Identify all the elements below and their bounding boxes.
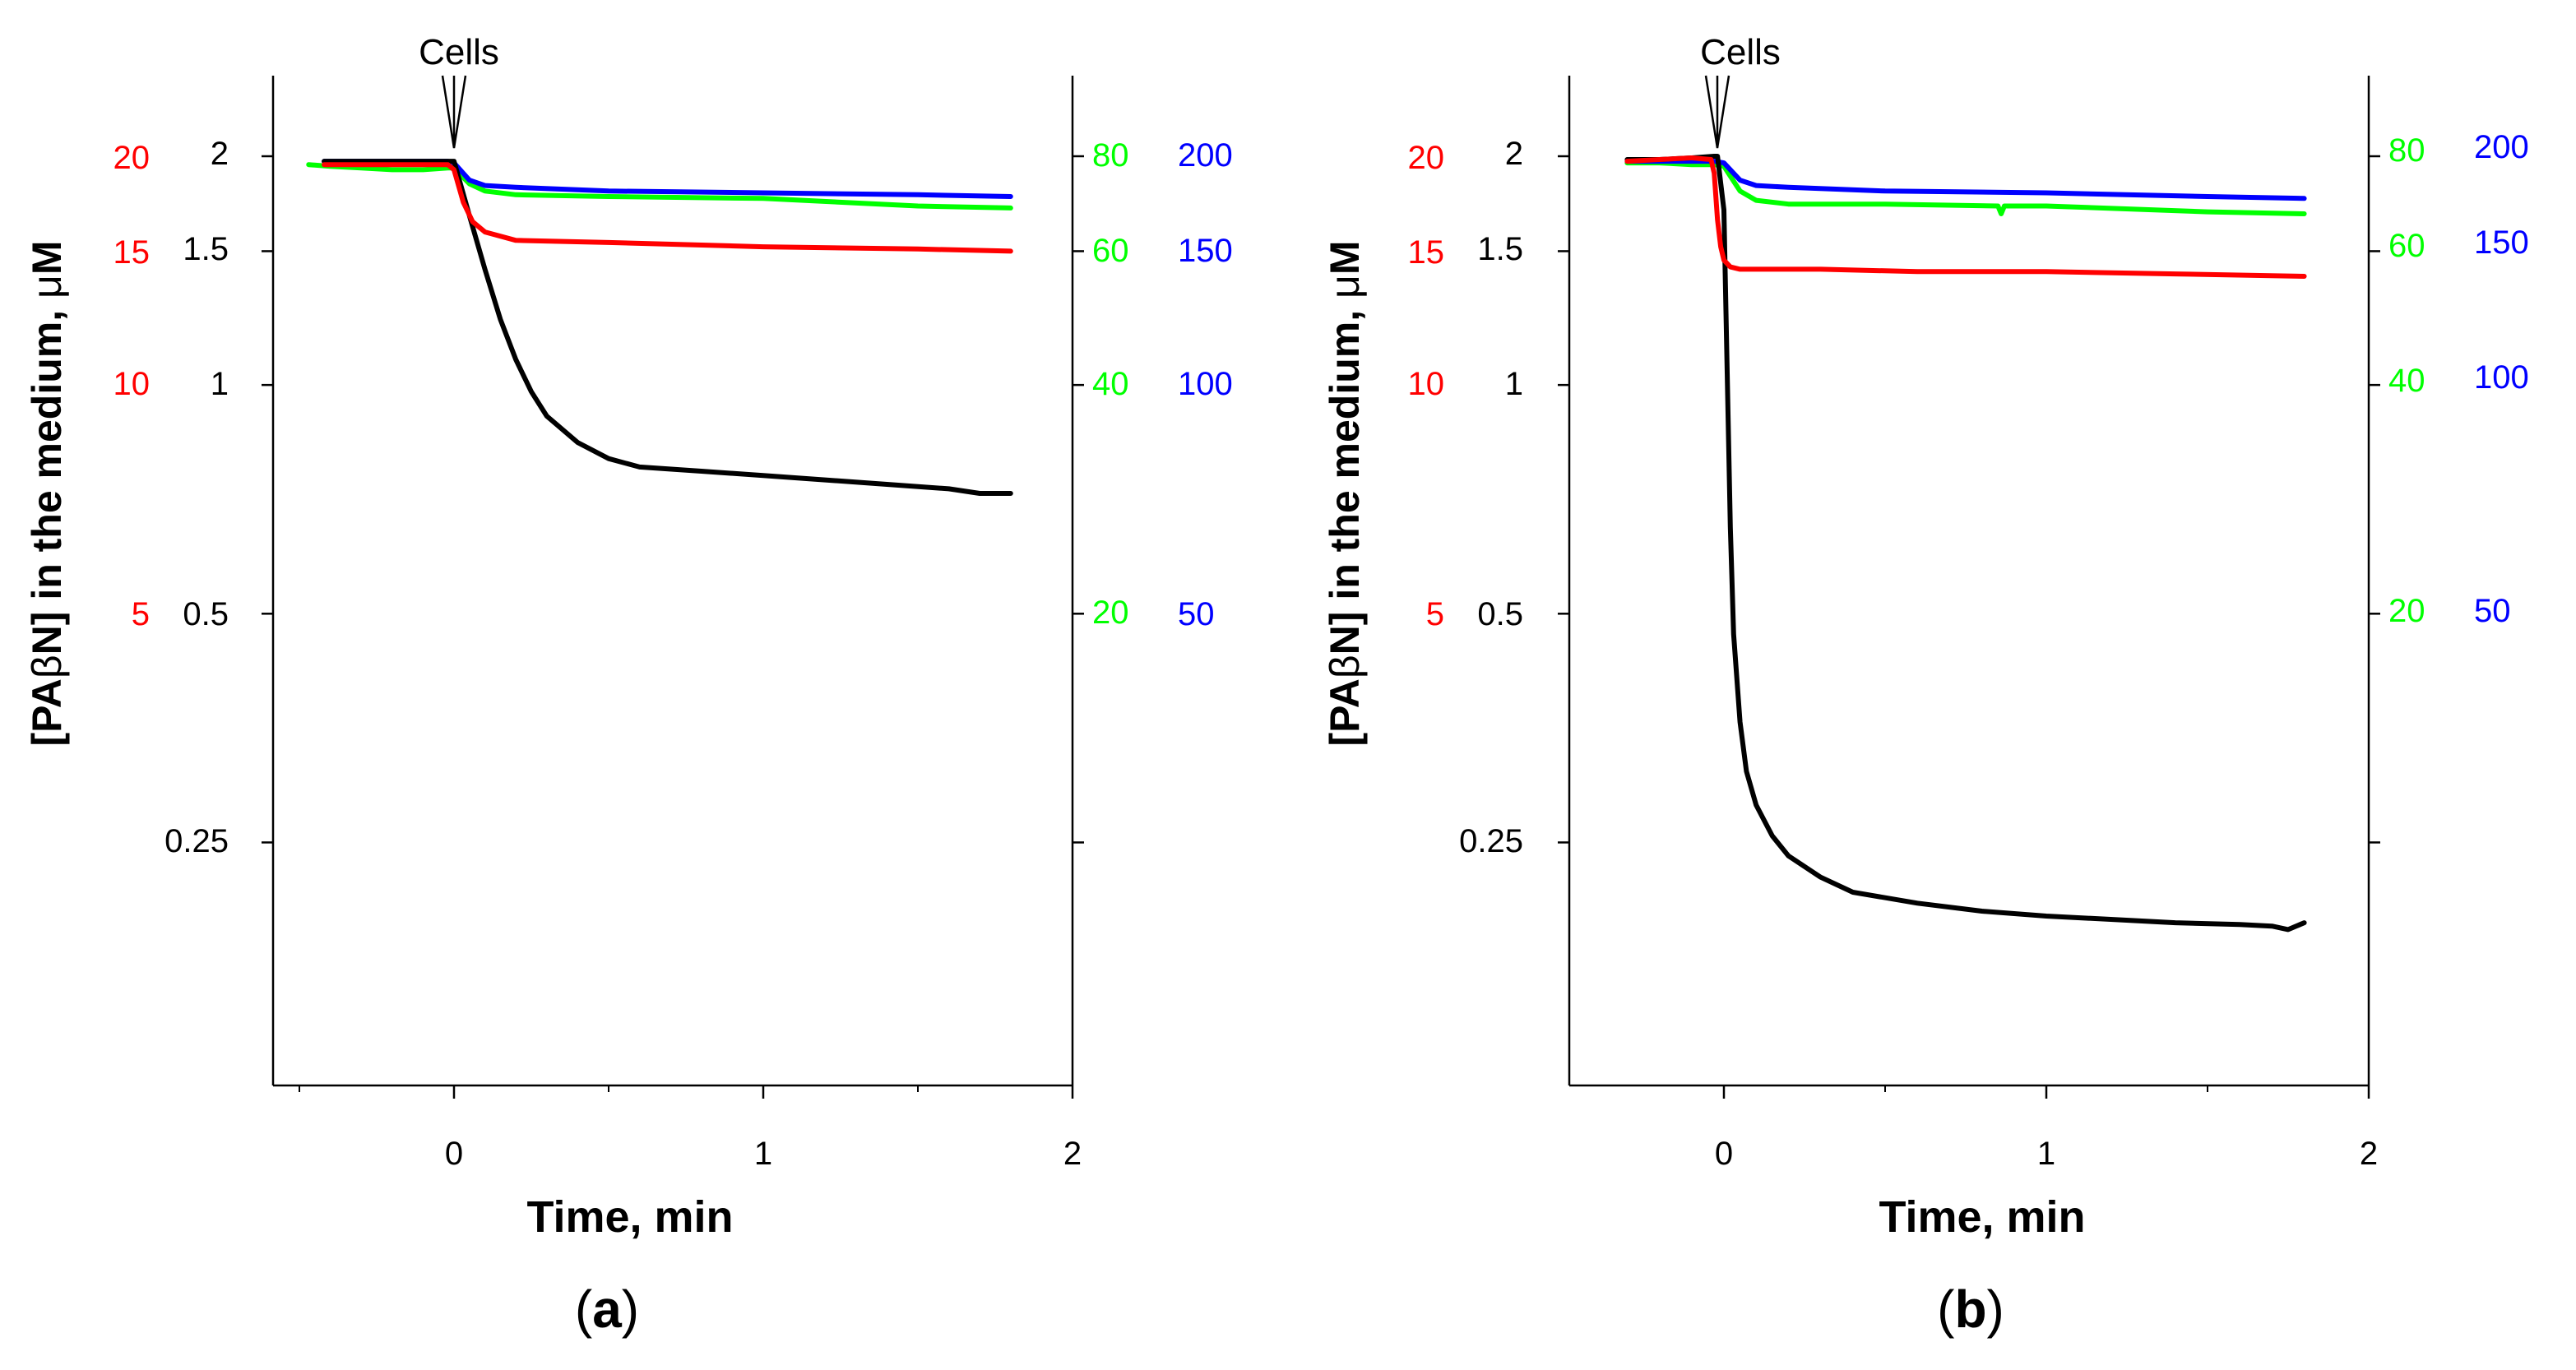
panel-b-blue-tick-100: 100: [2474, 359, 2529, 396]
panel-b-cells-annotation: Cells: [1700, 32, 1781, 72]
panel-a-x-tick-0: 0: [445, 1136, 463, 1172]
panel-b-series-black: [1624, 154, 2307, 933]
panel-b-blue-tick-50: 50: [2474, 593, 2511, 629]
panel-a-red-tick-20: 20: [114, 140, 151, 176]
panel-b-blue-tick-200: 200: [2474, 129, 2529, 165]
panel-b-green-tick-40: 40: [2388, 363, 2425, 399]
panel-b: [PAβN] in the medium, μM 20 15 10 5 2 1.…: [1322, 32, 2529, 1339]
panel-b-x-tick-1: 1: [2037, 1136, 2055, 1172]
panel-b-axes: [1558, 76, 2380, 1099]
panel-b-black-tick-1.5: 1.5: [1477, 231, 1523, 267]
panel-a-x-tick-2: 2: [1063, 1136, 1082, 1172]
panel-a-series-green: [306, 162, 1013, 211]
panel-a-blue-tick-50: 50: [1178, 596, 1215, 632]
panel-a-axes: [262, 76, 1084, 1099]
panel-a-black-tick-1: 1: [211, 366, 229, 402]
panel-a-green-tick-60: 60: [1092, 233, 1129, 269]
panel-a-black-tick-0.25: 0.25: [164, 823, 229, 859]
panel-b-label: (b): [1937, 1280, 2004, 1339]
panel-a-cells-annotation: Cells: [419, 32, 499, 72]
panel-a-red-tick-10: 10: [114, 366, 151, 402]
panel-b-blue-tick-150: 150: [2474, 224, 2529, 261]
panel-a-black-tick-2: 2: [211, 136, 229, 172]
panel-b-green-tick-20: 20: [2388, 593, 2425, 629]
panel-a-x-tick-1: 1: [754, 1136, 772, 1172]
panel-a-series-black: [322, 159, 1013, 496]
panel-b-series-blue: [1624, 159, 2307, 201]
panel-a-series-red: [322, 162, 1013, 254]
panel-a-green-tick-40: 40: [1092, 366, 1129, 402]
panel-a-label: (a): [575, 1280, 639, 1339]
panel-a-series: [306, 159, 1013, 496]
panel-b-x-tick-2: 2: [2360, 1136, 2378, 1172]
panel-b-black-tick-2: 2: [1505, 136, 1523, 172]
panel-a: [PAβN] in the medium, μM 20 15 10 5 2 1.…: [24, 32, 1233, 1339]
panel-b-series-red: [1624, 155, 2307, 279]
panel-b-red-tick-15: 15: [1408, 234, 1445, 271]
panel-a-blue-tick-150: 150: [1178, 233, 1233, 269]
panel-b-black-tick-0.25: 0.25: [1459, 823, 1523, 859]
panel-a-red-tick-15: 15: [114, 234, 151, 271]
panel-b-red-tick-20: 20: [1408, 140, 1445, 176]
panel-a-y-axis-title: [PAβN] in the medium, μM: [24, 241, 70, 747]
panel-a-blue-tick-100: 100: [1178, 366, 1233, 402]
panel-b-series: [1624, 154, 2307, 933]
panel-a-green-tick-80: 80: [1092, 137, 1129, 174]
panel-a-black-tick-0.5: 0.5: [183, 596, 229, 632]
panel-b-black-tick-1: 1: [1505, 366, 1523, 402]
panel-b-black-tick-0.5: 0.5: [1477, 596, 1523, 632]
panel-a-green-tick-20: 20: [1092, 595, 1129, 631]
panel-a-blue-tick-200: 200: [1178, 137, 1233, 174]
panel-a-cells-arrow: [441, 75, 467, 149]
panel-b-x-tick-0: 0: [1715, 1136, 1733, 1172]
panel-b-red-tick-10: 10: [1408, 366, 1445, 402]
panel-b-red-tick-5: 5: [1426, 596, 1444, 632]
panel-a-black-tick-1.5: 1.5: [183, 231, 229, 267]
panel-b-x-axis-title: Time, min: [1879, 1192, 2085, 1242]
panel-b-cells-arrow: [1704, 75, 1730, 149]
panel-b-green-tick-80: 80: [2388, 132, 2425, 169]
panel-a-x-axis-title: Time, min: [526, 1192, 733, 1242]
panel-b-y-axis-title: [PAβN] in the medium, μM: [1322, 241, 1368, 747]
panel-a-red-tick-5: 5: [132, 596, 150, 632]
panel-b-series-green: [1624, 160, 2307, 216]
panel-b-green-tick-60: 60: [2388, 228, 2425, 264]
